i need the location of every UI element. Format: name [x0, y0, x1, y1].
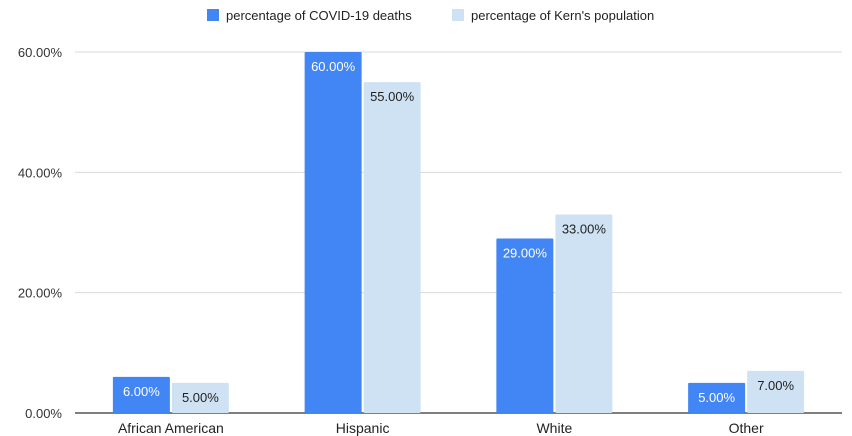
bar-white-series-2: [555, 214, 613, 413]
bar-white-series-1: [496, 238, 554, 413]
legend-label-series-2: percentage of Kern's population: [471, 8, 654, 23]
bar-hispanic-series-1: [304, 52, 362, 413]
y-tick-label: 40.00%: [18, 165, 63, 180]
data-label-other-series-1: 5.00%: [698, 390, 735, 405]
category-label: Other: [729, 420, 764, 436]
bar-african-american-series-1: [112, 376, 170, 413]
data-label-hispanic-series-1: 60.00%: [311, 59, 356, 74]
y-tick-label: 60.00%: [18, 45, 63, 60]
bar-hispanic-series-2: [363, 82, 421, 413]
data-label-african-american-series-2: 5.00%: [182, 390, 219, 405]
data-label-white-series-1: 29.00%: [503, 246, 548, 261]
data-label-african-american-series-1: 6.00%: [123, 384, 160, 399]
y-tick-label: 0.00%: [25, 406, 62, 421]
category-label: Hispanic: [336, 420, 390, 436]
data-label-white-series-2: 33.00%: [562, 221, 607, 236]
y-tick-label: 20.00%: [18, 286, 63, 301]
legend-swatch-series-1: [207, 9, 219, 21]
category-label: White: [536, 420, 572, 436]
bar-african-american-series-2: [171, 382, 229, 413]
category-label: African American: [118, 420, 224, 436]
legend-label-series-1: percentage of COVID-19 deaths: [226, 8, 412, 23]
data-label-hispanic-series-2: 55.00%: [370, 89, 415, 104]
bar-other-series-1: [688, 382, 746, 413]
data-label-other-series-2: 7.00%: [757, 378, 794, 393]
bar-other-series-2: [747, 370, 805, 413]
legend-swatch-series-2: [452, 9, 464, 21]
